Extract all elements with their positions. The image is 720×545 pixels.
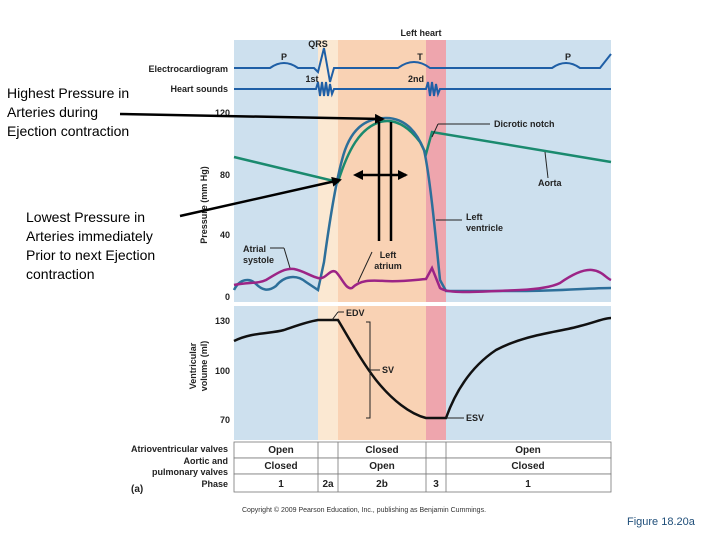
edv-leader: [331, 311, 339, 321]
aorta-label: Aorta: [538, 178, 562, 188]
phase-row: [233, 473, 612, 493]
volume-axis-label-line: Ventricular: [188, 342, 198, 389]
second-sound-label: 2nd: [408, 74, 424, 84]
pressure-tick-80: 80: [220, 170, 230, 180]
phase-cell: 1: [525, 479, 531, 490]
phase-cell: 2a: [322, 479, 334, 490]
left-atrium-label-line: atrium: [374, 261, 402, 271]
edv-label: EDV: [346, 308, 365, 318]
phase-cell: 2b: [376, 479, 388, 490]
volume-axis-label: Ventricularvolume (ml): [188, 341, 209, 392]
volume-axis-label-line: volume (ml): [199, 341, 209, 392]
left-ventricle-label-line: Left: [466, 212, 483, 222]
atrial-systole-leader-2: [283, 247, 291, 269]
av-valves-label: Atrioventricular valves: [131, 444, 228, 454]
left-ventricle-pressure-curve: [232, 116, 612, 293]
heart-sounds-trace: [234, 81, 611, 98]
pressure-tick-40: 40: [220, 230, 230, 240]
ecg-label: Electrocardiogram: [148, 64, 228, 74]
atrial-systole-label: Atrial systole: [243, 244, 274, 265]
left-atrium-pressure-curve: [233, 265, 612, 294]
lowest-pressure-callout: Lowest Pressure in Arteries immediately …: [26, 209, 156, 282]
esv-label: ESV: [466, 413, 484, 423]
semilunar-state-cell: Open: [369, 461, 395, 472]
semilunar-valves-label-line: Aortic and: [183, 456, 228, 466]
heart-sounds-label: Heart sounds: [170, 84, 228, 94]
sv-bracket: [366, 321, 380, 419]
ecg-qrs-label: QRS: [308, 39, 328, 49]
phase1-band-right: [446, 40, 611, 440]
left-ventricle-label: Left ventricle: [466, 212, 503, 233]
semilunar-state-cell: Closed: [511, 461, 544, 472]
left-ventricle-label-line: ventricle: [466, 223, 503, 233]
dicrotic-notch-label: Dicrotic notch: [494, 119, 555, 129]
ventricular-volume-curve: [233, 316, 612, 420]
semilunar-valves-label: Aortic and pulmonary valves: [152, 456, 228, 477]
atrial-systole-label-line: Atrial: [243, 244, 266, 254]
phase2b-band: [338, 40, 426, 440]
highest-pressure-callout: Highest Pressure in Arteries during Ejec…: [7, 85, 130, 139]
pressure-tick-0: 0: [225, 292, 230, 302]
phase-label: Phase: [201, 479, 228, 489]
dicrotic-notch-leader: [431, 123, 439, 138]
highest-pressure-arrow: [119, 112, 385, 124]
av-state-cell: Open: [268, 445, 294, 456]
first-sound-label: 1st: [305, 74, 318, 84]
av-state-cell: Open: [515, 445, 541, 456]
pressure-tick-120: 120: [215, 108, 230, 118]
left-atrium-leader: [357, 251, 373, 283]
av-state-cell: Closed: [365, 445, 398, 456]
phase-cell: 3: [433, 479, 439, 490]
phase-cell: 1: [278, 479, 284, 490]
panel-letter: (a): [131, 484, 143, 495]
sv-label: SV: [382, 365, 394, 375]
lowest-pressure-arrow: [179, 176, 342, 218]
copyright-text: Copyright © 2009 Pearson Education, Inc.…: [242, 506, 486, 514]
semilunar-valves-label-line: pulmonary valves: [152, 467, 228, 477]
ecg-trace: [234, 47, 612, 83]
left-heart-header: Left heart: [400, 28, 441, 38]
aorta-leader: [544, 151, 549, 179]
phase1-band-left: [234, 40, 318, 440]
ecg-p-wave-label-2: P: [565, 52, 571, 62]
pressure-axis-label: Pressure (mm Hg): [199, 166, 209, 244]
volume-tick-130: 130: [215, 316, 230, 326]
figure-caption: Figure 18.20a: [627, 516, 695, 528]
ecg-p-wave-label: P: [281, 52, 287, 62]
volume-tick-100: 100: [215, 366, 230, 376]
left-atrium-label-line: Left: [380, 250, 397, 260]
ecg-t-wave-label: T: [417, 52, 423, 62]
ejection-span-arrowhead-left: [353, 170, 363, 180]
semilunar-state-cell: Closed: [264, 461, 297, 472]
volume-tick-70: 70: [220, 415, 230, 425]
left-atrium-label: Left atrium: [374, 250, 402, 271]
atrial-systole-label-line: systole: [243, 255, 274, 265]
